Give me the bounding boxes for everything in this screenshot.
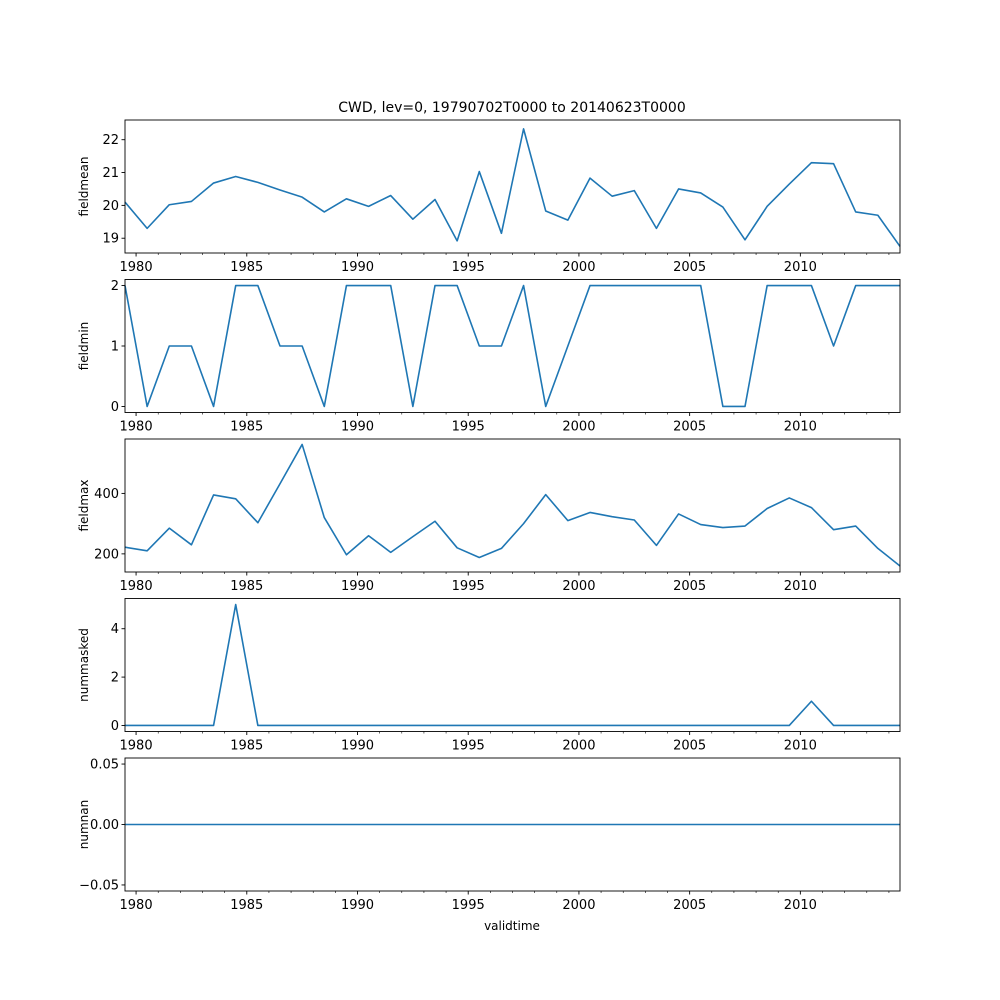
y-tick-label: 22 — [102, 133, 119, 148]
series-line-fieldmax — [124, 443, 901, 567]
y-tick-label: 1 — [111, 340, 119, 355]
x-tick-label: 2000 — [562, 898, 595, 913]
y-axis-label: fieldmin — [77, 322, 91, 371]
x-tick-label: 1995 — [452, 739, 485, 754]
x-tick-label: 1980 — [120, 260, 153, 275]
x-tick-label: 1980 — [120, 579, 153, 594]
y-tick-label: −0.05 — [79, 878, 119, 893]
y-axis-label: fieldmax — [77, 479, 91, 531]
chart-title: CWD, lev=0, 19790702T0000 to 20140623T00… — [338, 100, 685, 116]
x-tick-label: 2000 — [562, 739, 595, 754]
x-axis-label: validtime — [484, 919, 540, 933]
x-tick-label: 1985 — [230, 898, 263, 913]
x-tick-label: 2000 — [562, 579, 595, 594]
y-tick-label: 2 — [111, 279, 119, 294]
x-tick-label: 1990 — [341, 898, 374, 913]
subplot-nummasked: 0 2 4 nummasked 1980 1985 1990 1995 2000 2005 2010 — [77, 598, 901, 754]
x-tick-label: 2010 — [784, 898, 817, 913]
subplot-numnan: −0.05 0.00 0.05 numnan 1980 1985 1990 1995 2000 2… — [77, 758, 901, 913]
series-line-fieldmean — [124, 128, 901, 247]
y-axis-label: fieldmean — [77, 157, 91, 217]
x-tick-label: 1995 — [452, 260, 485, 275]
x-tick-label: 1990 — [341, 579, 374, 594]
series-line-fieldmin — [124, 284, 900, 408]
x-tick-label: 1980 — [120, 739, 153, 754]
subplot-fieldmean: 19 20 21 22 fieldmean 1980 1985 1990 1995 2000 200… — [77, 119, 901, 275]
x-tick-label: 2005 — [673, 579, 706, 594]
x-tick-label: 1985 — [230, 420, 263, 435]
x-tick-label: 1990 — [341, 739, 374, 754]
series-line-nummasked — [125, 603, 900, 727]
y-tick-label: 0 — [111, 400, 119, 415]
y-axis-label: nummasked — [77, 628, 91, 702]
x-tick-label: 2010 — [784, 579, 817, 594]
x-tick-label: 1990 — [341, 260, 374, 275]
y-tick-label: 4 — [111, 622, 119, 637]
x-tick-label: 2000 — [562, 260, 595, 275]
x-tick-label: 2005 — [673, 739, 706, 754]
x-tick-label: 1990 — [341, 420, 374, 435]
y-tick-label: 0 — [111, 719, 119, 734]
x-tick-label: 2005 — [673, 898, 706, 913]
axes-frame — [124, 119, 901, 254]
y-tick-label: 20 — [102, 199, 119, 214]
x-tick-label: 1995 — [452, 579, 485, 594]
x-tick-label: 1980 — [120, 420, 153, 435]
x-tick-label: 1985 — [230, 260, 263, 275]
x-tick-label: 1995 — [452, 898, 485, 913]
y-tick-label: 19 — [102, 232, 119, 247]
y-axis-label: numnan — [77, 800, 91, 849]
y-tick-label: 0.00 — [90, 818, 119, 833]
y-tick-label: 2 — [111, 671, 119, 686]
x-tick-label: 1980 — [120, 898, 153, 913]
x-tick-label: 1995 — [452, 420, 485, 435]
x-tick-label: 2010 — [784, 420, 817, 435]
axes-frame — [124, 598, 901, 732]
x-tick-label: 2000 — [562, 420, 595, 435]
x-tick-label: 2010 — [784, 739, 817, 754]
y-tick-label: 0.05 — [90, 758, 119, 773]
subplot-fieldmin: 0 1 2 fieldmin 1980 1985 1990 1995 2000 2005 2010 — [77, 279, 901, 435]
x-tick-label: 2010 — [784, 260, 817, 275]
y-tick-label: 21 — [102, 166, 119, 181]
y-tick-label: 200 — [94, 547, 119, 562]
x-tick-label: 1985 — [230, 739, 263, 754]
x-tick-label: 2005 — [673, 260, 706, 275]
axes-frame — [124, 279, 901, 413]
x-tick-label: 1985 — [230, 579, 263, 594]
y-tick-label: 400 — [94, 487, 119, 502]
x-tick-label: 2005 — [673, 420, 706, 435]
